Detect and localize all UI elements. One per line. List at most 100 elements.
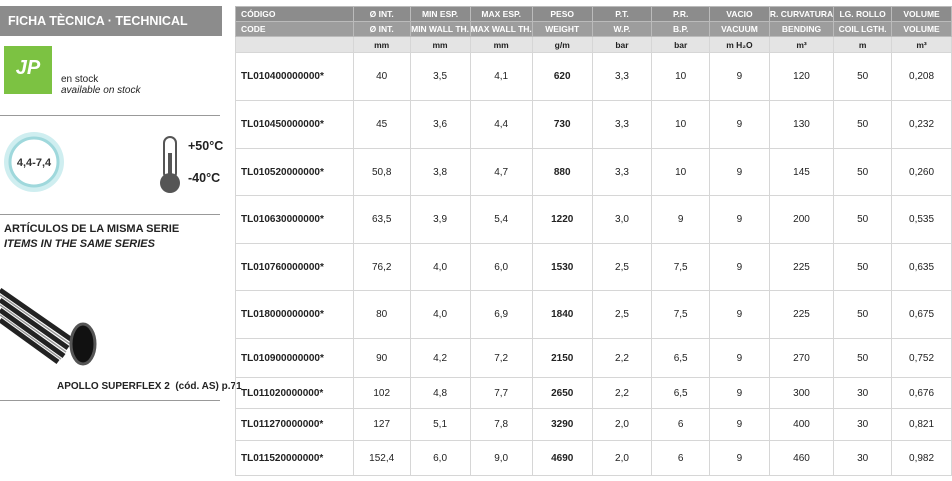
table-cell: 225 xyxy=(768,290,835,339)
table-cell: 225 xyxy=(768,243,835,291)
table-cell: Ø INT. xyxy=(352,21,411,37)
table-row: TL011270000000* 127 5,1 7,8 3290 2,0 6 9 400 30 0,… xyxy=(235,408,952,441)
table-cell: 30 xyxy=(833,408,893,441)
temp-max: +50°C xyxy=(188,139,224,153)
table-cell: MIN WALL TH. xyxy=(409,21,471,37)
table-cell: MAX ESP. xyxy=(469,6,533,22)
table-cell: 1220 xyxy=(531,195,593,244)
table-cell: PESO xyxy=(531,6,593,22)
table-cell: 2,0 xyxy=(591,440,653,476)
table-cell: COIL LGTH. xyxy=(833,21,893,37)
table-cell: 2,2 xyxy=(591,338,653,378)
table-cell: TL010520000000* xyxy=(235,148,354,196)
table-cell: 2,5 xyxy=(591,290,653,339)
divider xyxy=(0,115,220,116)
table-cell: 50 xyxy=(833,290,893,339)
table-cell: 0,232 xyxy=(891,100,952,149)
logo: JP xyxy=(4,46,52,94)
table-cell: 4,8 xyxy=(409,377,471,409)
table-cell: 7,5 xyxy=(651,290,711,339)
table-cell: 130 xyxy=(768,100,835,149)
table-cell: 90 xyxy=(352,338,411,378)
table-cell: 2,5 xyxy=(591,243,653,291)
table-cell: 50 xyxy=(833,338,893,378)
table-cell: 3,0 xyxy=(591,195,653,244)
table-row: TL018000000000* 80 4,0 6,9 1840 2,5 7,5 9 225 50 0… xyxy=(235,290,952,339)
table-cell: 80 xyxy=(352,290,411,339)
table-cell: 50 xyxy=(833,52,893,101)
table-cell: 10 xyxy=(651,148,711,196)
table-row: TL011020000000* 102 4,8 7,7 2650 2,2 6,5 9 300 30… xyxy=(235,377,952,409)
temp-min: -40°C xyxy=(188,171,221,185)
table-cell: W.P. xyxy=(591,21,653,37)
table-row: TL010450000000* 45 3,6 4,4 730 3,3 10 9 130 50 0,2… xyxy=(235,100,952,149)
table-cell: 3,9 xyxy=(409,195,471,244)
table-cell: TL010760000000* xyxy=(235,243,354,291)
stock-es: en stock xyxy=(61,74,99,85)
table-row: TL010400000000* 40 3,5 4,1 620 3,3 10 9 120 50 0,2… xyxy=(235,52,952,101)
table-cell: 3,3 xyxy=(591,100,653,149)
table-cell: B.P. xyxy=(651,21,711,37)
table-cell: 9 xyxy=(709,195,770,244)
table-cell: 6 xyxy=(651,440,711,476)
table-cell: 1840 xyxy=(531,290,593,339)
table-cell: VACUUM xyxy=(709,21,770,37)
table-cell: 3,8 xyxy=(409,148,471,196)
table-cell: 9 xyxy=(709,290,770,339)
table-cell: 40 xyxy=(352,52,411,101)
table-row: TL010760000000* 76,2 4,0 6,0 1530 2,5 7,5 9 225 5… xyxy=(235,243,952,291)
table-cell: 9 xyxy=(709,100,770,149)
table-cell: 4,2 xyxy=(409,338,471,378)
table-cell: 145 xyxy=(768,148,835,196)
table-cell: Ø INT. xyxy=(352,6,411,22)
table-cell: 7,2 xyxy=(469,338,533,378)
table-cell: TL011020000000* xyxy=(235,377,354,409)
table-cell: 63,5 xyxy=(352,195,411,244)
table-cell: 3,3 xyxy=(591,52,653,101)
table-cell: VOLUME xyxy=(891,6,952,22)
table-cell: 9 xyxy=(709,377,770,409)
table-row: TL010630000000* 63,5 3,9 5,4 1220 3,0 9 9 200 50 0… xyxy=(235,195,952,244)
table-row: CODE Ø INT. MIN WALL TH. MAX WALL TH. WEIGHT… xyxy=(235,21,952,37)
table-cell: 7,8 xyxy=(469,408,533,441)
table-cell: 9 xyxy=(709,148,770,196)
related-item: APOLLO SUPERFLEX 2 (cód. AS) p.71 xyxy=(57,381,242,392)
table-cell: TL010450000000* xyxy=(235,100,354,149)
table-cell: 50 xyxy=(833,243,893,291)
table-cell: 0,676 xyxy=(891,377,952,409)
table-cell: 1530 xyxy=(531,243,593,291)
table-cell: MIN ESP. xyxy=(409,6,471,22)
table-cell: 620 xyxy=(531,52,593,101)
table-cell: 0,752 xyxy=(891,338,952,378)
table-cell: 7,7 xyxy=(469,377,533,409)
table-cell: m³ xyxy=(891,36,952,53)
table-cell: 4,7 xyxy=(469,148,533,196)
thermometer-icon xyxy=(160,136,180,193)
table-cell: WEIGHT xyxy=(531,21,593,37)
series-es: ARTÍCULOS DE LA MISMA SERIE xyxy=(4,223,180,235)
table-cell: 3,3 xyxy=(591,148,653,196)
table-cell: 76,2 xyxy=(352,243,411,291)
table-cell: TL011520000000* xyxy=(235,440,354,476)
table-cell: 9 xyxy=(709,408,770,441)
table-cell: 0,260 xyxy=(891,148,952,196)
table-cell: 50,8 xyxy=(352,148,411,196)
table-cell: 6,0 xyxy=(469,243,533,291)
table-cell: 2,0 xyxy=(591,408,653,441)
table-cell: 50 xyxy=(833,100,893,149)
table-cell: 400 xyxy=(768,408,835,441)
table-cell: 30 xyxy=(833,377,893,409)
table-cell: TL010630000000* xyxy=(235,195,354,244)
divider xyxy=(0,214,220,215)
table-cell: VACIO xyxy=(709,6,770,22)
table-cell: CODE xyxy=(235,21,354,37)
table-cell: 50 xyxy=(833,195,893,244)
table-cell: TL018000000000* xyxy=(235,290,354,339)
table-cell: 45 xyxy=(352,100,411,149)
table-cell: 9 xyxy=(709,52,770,101)
table-cell: 4,0 xyxy=(409,243,471,291)
table-row: TL010900000000* 90 4,2 7,2 2150 2,2 6,5 9 270 50 0… xyxy=(235,338,952,378)
table-cell: 2150 xyxy=(531,338,593,378)
ph-badge: 4,4-7,4 xyxy=(4,132,64,192)
